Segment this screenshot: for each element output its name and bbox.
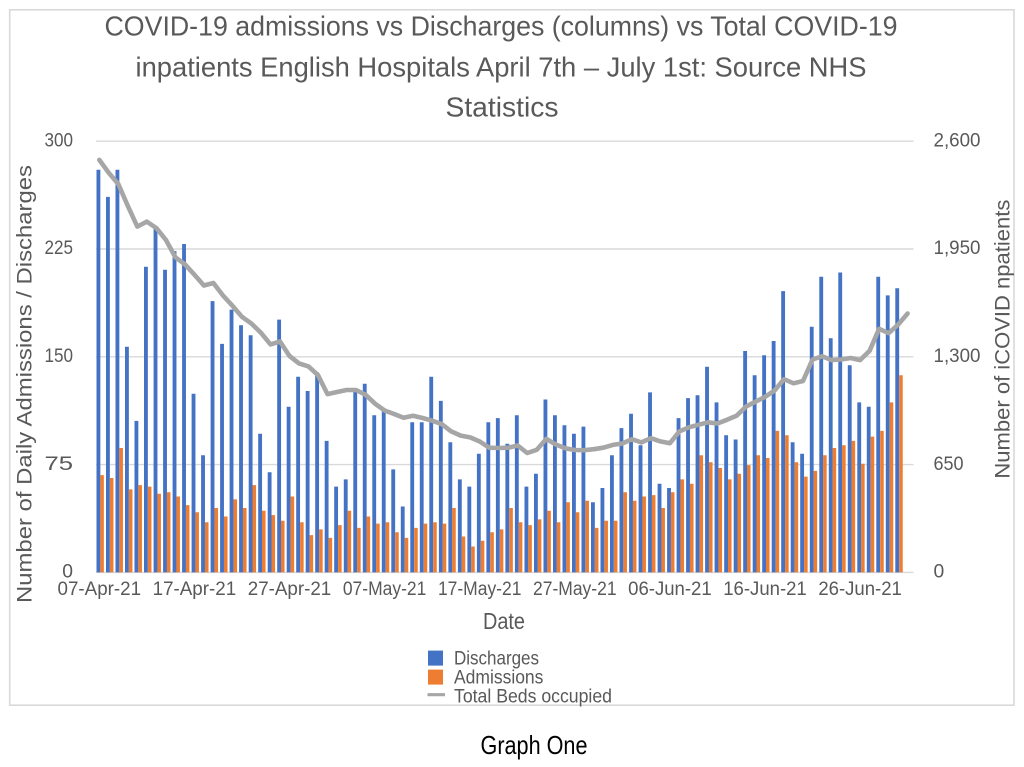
svg-text:17-Apr-21: 17-Apr-21 — [153, 579, 237, 600]
svg-text:Number of iCOVID npatients: Number of iCOVID npatients — [992, 200, 1015, 479]
svg-text:Statistics: Statistics — [446, 91, 559, 122]
svg-text:17-May-21: 17-May-21 — [438, 579, 522, 600]
svg-text:16-Jun-21: 16-Jun-21 — [723, 579, 807, 600]
svg-text:Discharges: Discharges — [454, 649, 539, 670]
svg-text:0: 0 — [62, 562, 73, 583]
svg-text:inpatients English Hospitals A: inpatients English Hospitals April 7th –… — [136, 52, 867, 83]
svg-text:1,300: 1,300 — [934, 346, 981, 367]
svg-text:Graph One: Graph One — [481, 730, 588, 760]
svg-text:06-Jun-21: 06-Jun-21 — [628, 579, 712, 600]
svg-text:650: 650 — [934, 454, 964, 475]
svg-text:07-Apr-21: 07-Apr-21 — [58, 579, 142, 600]
svg-text:150: 150 — [45, 346, 74, 367]
svg-text:1,950: 1,950 — [934, 238, 981, 259]
svg-text:07-May-21: 07-May-21 — [343, 579, 427, 600]
svg-text:27-May-21: 27-May-21 — [533, 579, 617, 600]
svg-text:Date: Date — [483, 608, 525, 634]
svg-text:Admissions: Admissions — [454, 668, 543, 689]
svg-text:COVID-19 admissions vs Dischar: COVID-19 admissions vs Discharges (colum… — [105, 11, 898, 42]
svg-text:2,600: 2,600 — [934, 130, 981, 151]
svg-text:75: 75 — [45, 454, 74, 475]
svg-text:Number of Daily Admissions / D: Number of Daily Admissions / Discharges — [14, 165, 37, 603]
svg-text:Total Beds occupied: Total Beds occupied — [454, 687, 612, 708]
svg-text:27-Apr-21: 27-Apr-21 — [248, 579, 332, 600]
svg-text:225: 225 — [45, 238, 74, 259]
svg-text:0: 0 — [934, 562, 945, 583]
svg-text:300: 300 — [45, 130, 74, 151]
svg-text:26-Jun-21: 26-Jun-21 — [818, 579, 902, 600]
